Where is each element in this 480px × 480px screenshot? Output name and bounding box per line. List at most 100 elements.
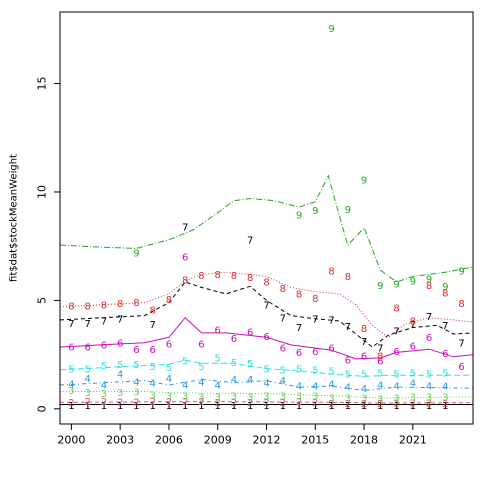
- series-9-point: 9: [393, 280, 399, 291]
- series-3-point: 3: [166, 391, 172, 402]
- y-axis-title: fit$dat$stockMeanWeight: [9, 154, 20, 282]
- series-1-point: 1: [182, 401, 188, 412]
- series-2-point: 2: [296, 397, 302, 408]
- series-5-point: 5: [68, 364, 74, 375]
- series-1-point: 1: [133, 401, 139, 412]
- series-8-point: 8: [101, 300, 107, 311]
- series-5-point: 5: [101, 361, 107, 372]
- series-9-point: 9: [442, 282, 448, 293]
- series-4-point: 4: [426, 382, 432, 393]
- series-4-point: 4: [133, 377, 139, 388]
- series-1-point: 1: [393, 401, 399, 412]
- series-2-point: 2: [361, 399, 367, 410]
- x-tick-label: 2003: [106, 434, 134, 447]
- series-6-point: 6: [410, 342, 416, 353]
- series-2-point: 2: [182, 397, 188, 408]
- series-4-point: 4: [198, 377, 204, 388]
- series-5-point: 5: [247, 359, 253, 370]
- series-7-point: 7: [263, 300, 269, 311]
- series-5-point: 5: [393, 370, 399, 381]
- series-8-point: 8: [361, 324, 367, 335]
- series-fit-lines: [59, 174, 474, 405]
- series-8-point: 8: [442, 288, 448, 299]
- series-9-point: 9: [426, 274, 432, 285]
- x-tick-label: 2009: [204, 434, 232, 447]
- series-5-point: 5: [328, 366, 334, 377]
- series-5-point: 5: [263, 364, 269, 375]
- series-9-line: [59, 174, 474, 283]
- series-2-point: 2: [345, 399, 351, 410]
- series-2-point: 2: [263, 398, 269, 409]
- series-2-point: 2: [442, 399, 448, 410]
- series-7-point: 7: [182, 222, 188, 233]
- series-6-point: 6: [280, 344, 286, 355]
- series-6-point: 6: [393, 347, 399, 358]
- series-6-point: 6: [263, 332, 269, 343]
- series-1-point: 1: [280, 401, 286, 412]
- series-3-point: 3: [101, 389, 107, 400]
- series-6-point: 6: [312, 347, 318, 358]
- series-1-point: 1: [231, 401, 237, 412]
- series-7-point: 7: [101, 317, 107, 328]
- series-5-point: 5: [149, 362, 155, 373]
- series-5-point: 5: [312, 365, 318, 376]
- y-tick-label: 5: [36, 297, 49, 304]
- series-6-point: 6: [198, 339, 204, 350]
- series-5-point: 5: [198, 362, 204, 373]
- series-4-point: 4: [166, 374, 172, 385]
- series-6-point: 6: [166, 339, 172, 350]
- series-1-point: 1: [442, 401, 448, 412]
- series-8-point: 8: [328, 267, 334, 278]
- series-7-point: 7: [410, 320, 416, 331]
- series-4-point: 4: [442, 382, 448, 393]
- series-4-point: 4: [296, 382, 302, 393]
- series-5-point: 5: [426, 370, 432, 381]
- series-7-point: 7: [296, 323, 302, 334]
- series-3-point: 3: [247, 392, 253, 403]
- series-7-point: 7: [426, 312, 432, 323]
- series-4-point: 4: [117, 370, 123, 381]
- series-5-point: 5: [280, 365, 286, 376]
- series-4-point: 4: [101, 381, 107, 392]
- x-tick-label: 2018: [350, 434, 378, 447]
- series-8-point: 8: [182, 275, 188, 286]
- series-3-point: 3: [328, 394, 334, 405]
- y-tick-label: 15: [36, 77, 49, 91]
- series-9-point: 9: [296, 210, 302, 221]
- series-2-point: 2: [328, 399, 334, 410]
- series-5-point: 5: [442, 369, 448, 380]
- series-8-point: 8: [296, 289, 302, 300]
- plot-frame: [59, 11, 474, 425]
- series-8-point: 8: [393, 304, 399, 315]
- series-4-point: 4: [345, 383, 351, 394]
- series-2-point: 2: [149, 397, 155, 408]
- series-9-point: 9: [328, 24, 334, 35]
- series-1-point: 1: [149, 401, 155, 412]
- series-7-point: 7: [328, 316, 334, 327]
- series-6-point: 6: [133, 345, 139, 356]
- series-8-line: [59, 271, 474, 338]
- series-8-point: 8: [84, 301, 90, 312]
- series-3-point: 3: [393, 394, 399, 405]
- series-3-point: 3: [426, 392, 432, 403]
- series-6-point: 6: [117, 338, 123, 349]
- series-4-point: 4: [361, 384, 367, 395]
- series-6-point: 6: [247, 327, 253, 338]
- series-3-point: 3: [133, 388, 139, 399]
- series-5-point: 5: [117, 360, 123, 371]
- series-1-point: 1: [84, 401, 90, 412]
- series-7-point: 7: [345, 322, 351, 333]
- series-5-point: 5: [296, 364, 302, 375]
- series-4-line: [59, 378, 474, 391]
- series-4-point: 4: [328, 379, 334, 390]
- x-tick-label: 2006: [155, 434, 183, 447]
- series-2-point: 2: [231, 398, 237, 409]
- series-2-point: 2: [377, 399, 383, 410]
- series-6-point: 6: [361, 351, 367, 362]
- series-7-point: 7: [377, 344, 383, 355]
- series-3-point: 3: [182, 391, 188, 402]
- series-8-point: 8: [312, 294, 318, 305]
- series-3-point: 3: [312, 391, 318, 402]
- series-8-point: 8: [263, 278, 269, 289]
- series-1-point: 1: [166, 401, 172, 412]
